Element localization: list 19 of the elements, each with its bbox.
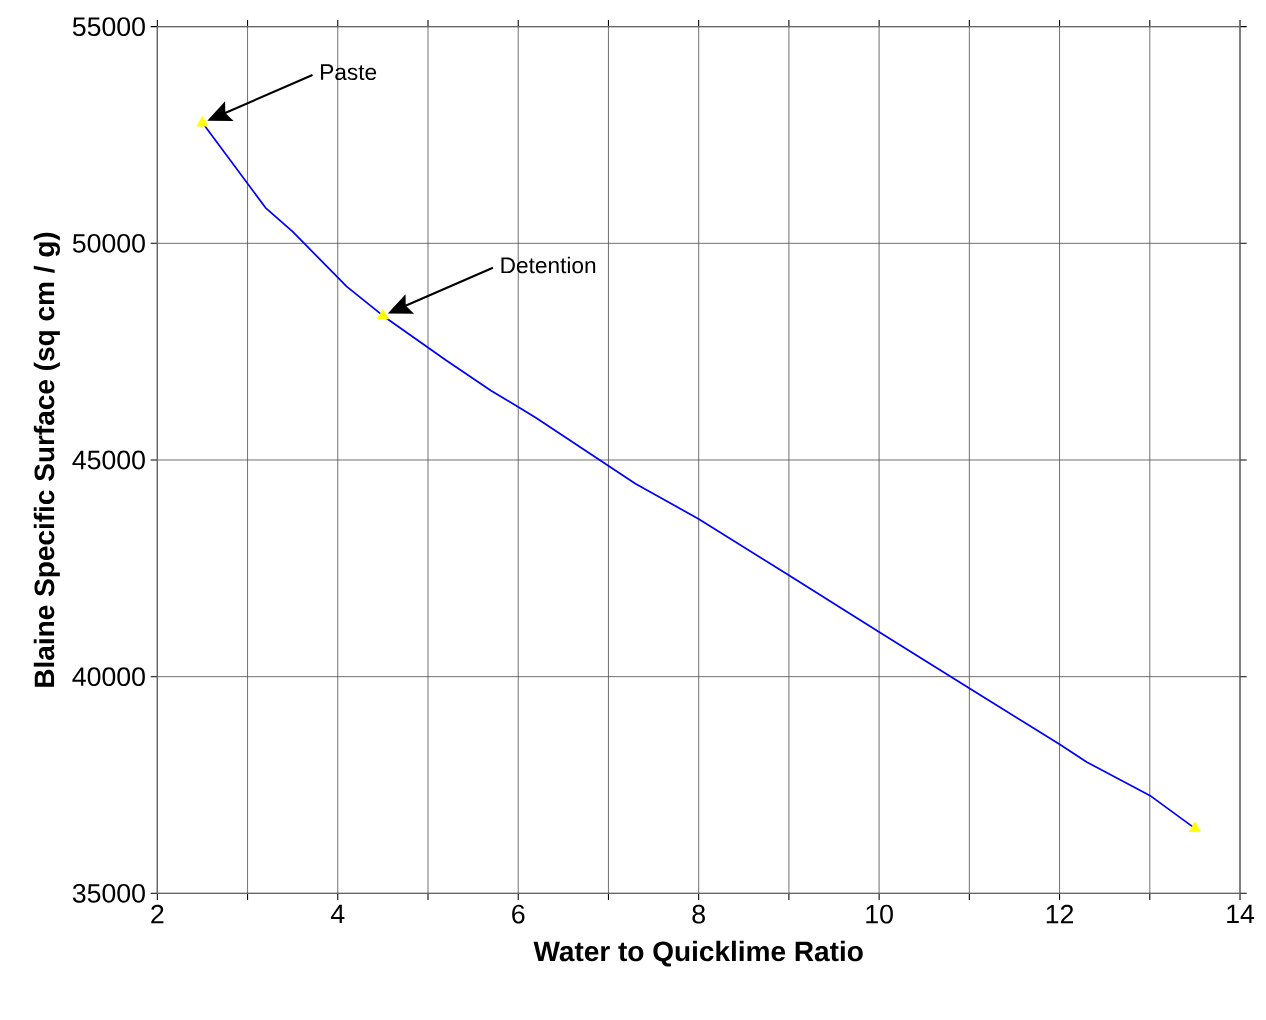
y-tick-label: 55000 <box>72 17 145 37</box>
y-tick-label: 45000 <box>72 450 145 470</box>
y-tick-label: 50000 <box>72 233 145 253</box>
point <box>376 308 389 320</box>
annotation: Paste <box>321 64 377 81</box>
x-tick-label: 6 <box>512 904 525 924</box>
x-tick-label: 4 <box>330 904 345 924</box>
x-tick-label: 10 <box>866 904 893 924</box>
annotation: Detention <box>501 256 596 274</box>
point <box>196 115 209 127</box>
x-tick-label: 2 <box>151 904 164 924</box>
y-tick-label: 40000 <box>72 667 145 687</box>
point <box>1188 821 1201 832</box>
x-tick-label: 8 <box>692 904 705 924</box>
x-tick-label: 14 <box>1227 904 1255 924</box>
x-tick-label: 12 <box>1046 904 1074 924</box>
x-axis-title: Water to Quicklime Ratio <box>533 940 863 967</box>
y-tick-label: 35000 <box>72 883 145 903</box>
y-axis-title: Blaine Specific Surface (sq cm / g) <box>33 232 60 687</box>
